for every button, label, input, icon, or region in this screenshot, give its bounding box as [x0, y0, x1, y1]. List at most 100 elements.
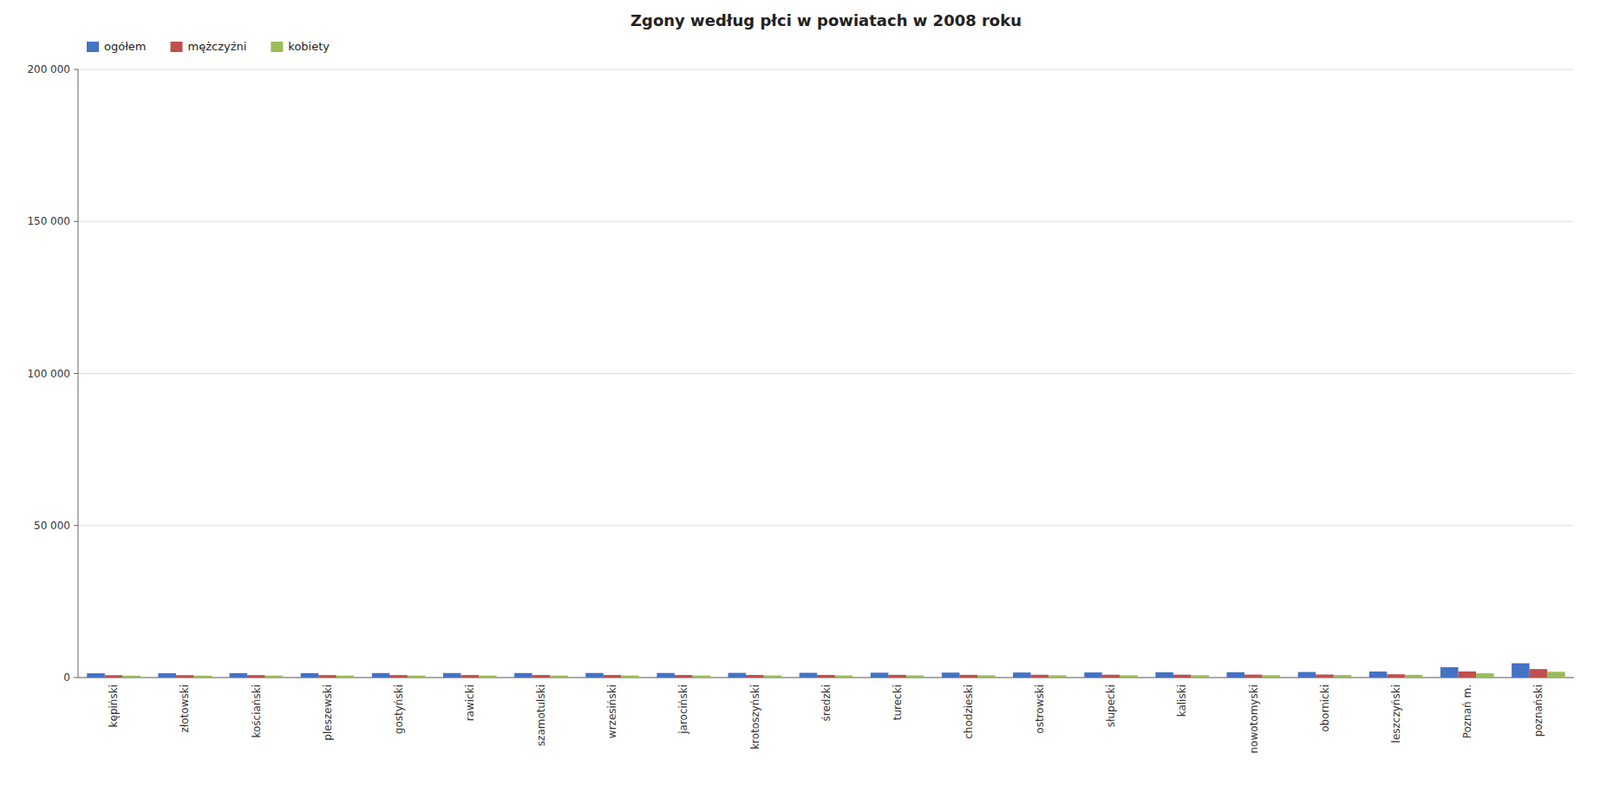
bar — [443, 672, 462, 678]
bar — [745, 674, 765, 678]
bar — [1547, 671, 1566, 678]
tick-mark — [73, 524, 79, 526]
tick-label: gostyński — [392, 684, 405, 734]
tick-label: chodzieski — [962, 684, 975, 739]
bar — [193, 675, 212, 678]
bar — [960, 674, 979, 678]
bar — [247, 674, 266, 678]
bar — [674, 674, 693, 678]
grid-line — [78, 221, 1574, 223]
tick-label: szamotulski — [535, 684, 548, 746]
bar — [977, 674, 996, 678]
tick-label: Poznań m. — [1461, 684, 1474, 738]
legend-swatch — [170, 41, 183, 53]
tick-mark — [73, 677, 79, 679]
tick-label: nowotomyski — [1247, 684, 1261, 753]
legend-swatch — [86, 41, 99, 53]
tick-label: jarociński — [677, 684, 690, 735]
tick-label: 100 000 — [26, 367, 71, 380]
bar — [870, 672, 889, 678]
tick-label: poznański — [1532, 684, 1545, 737]
legend-label: kobiety — [287, 39, 330, 53]
x-axis: kępińskizłotowskikościańskipleszewskigos… — [107, 684, 1545, 753]
bar — [692, 675, 711, 678]
bar — [1031, 674, 1050, 678]
bar — [1404, 674, 1424, 678]
tick-label: obornicki — [1319, 684, 1332, 732]
grid-line — [78, 372, 1574, 374]
bar — [104, 674, 124, 678]
bar — [1155, 672, 1174, 678]
bar — [728, 672, 747, 678]
bar — [532, 674, 551, 678]
bar — [336, 675, 355, 678]
tick-label: kępiński — [107, 684, 120, 727]
axis-line — [78, 69, 79, 678]
bar — [1475, 672, 1495, 678]
tick-mark — [73, 221, 79, 223]
bar — [764, 675, 783, 678]
tick-label: 0 — [63, 671, 71, 684]
legend-label: mężczyźni — [188, 39, 248, 53]
tick-mark — [73, 69, 79, 71]
tick-label: krotoszyński — [749, 684, 762, 750]
bar — [372, 672, 391, 678]
grid-line — [78, 524, 1574, 526]
bar — [799, 672, 818, 678]
tick-label: 150 000 — [26, 215, 71, 228]
tick-label: 200 000 — [26, 63, 71, 76]
bar — [620, 675, 640, 678]
bar — [1227, 672, 1246, 678]
bar — [1298, 672, 1317, 678]
bar — [941, 672, 960, 678]
bar — [1333, 674, 1352, 678]
bar — [1173, 674, 1192, 678]
bar — [1102, 674, 1121, 678]
bar — [1244, 674, 1263, 678]
bar — [888, 674, 907, 678]
tick-label: kościański — [250, 684, 263, 738]
bar — [549, 675, 569, 678]
tick-label: złotowski — [178, 684, 191, 732]
bar — [1315, 673, 1334, 678]
legend: ogółem mężczyźni kobiety — [86, 39, 330, 53]
bars — [86, 663, 1565, 678]
bar — [1048, 674, 1067, 678]
bar — [407, 675, 426, 678]
bar — [1012, 672, 1032, 678]
bar — [318, 674, 337, 678]
bar — [461, 674, 480, 678]
bar — [656, 672, 675, 678]
bar — [1529, 668, 1548, 678]
tick-label: rawicki — [463, 684, 477, 721]
bar — [1511, 663, 1530, 678]
tick-label: turecki — [891, 684, 904, 720]
bar — [816, 674, 836, 678]
tick-mark — [73, 372, 79, 374]
bar — [1084, 672, 1103, 678]
tick-label: leszczyński — [1390, 684, 1403, 743]
bar — [603, 674, 622, 678]
bar — [585, 672, 604, 678]
bar — [478, 675, 497, 678]
legend-swatch — [270, 41, 283, 53]
bar — [906, 675, 925, 678]
legend-label: ogółem — [104, 39, 147, 53]
bar — [86, 672, 105, 678]
bar — [1440, 666, 1459, 678]
bar — [1190, 674, 1209, 678]
tick-label: średzki — [820, 684, 833, 722]
bar — [1458, 671, 1477, 678]
bar — [1119, 674, 1138, 678]
bar — [176, 674, 195, 678]
bar — [1369, 671, 1388, 678]
bar — [265, 675, 284, 678]
tick-label: 50 000 — [33, 519, 71, 532]
bar — [157, 672, 177, 678]
title: Zgony według płci w powiatach w 2008 rok… — [630, 11, 1022, 30]
bar — [514, 672, 533, 678]
chart: Zgony według płci w powiatach w 2008 rok… — [0, 0, 1600, 786]
y-axis: 0 50 000 100 000 150 000 200 000 — [26, 63, 1574, 684]
tick-label: wrzesiński — [606, 684, 619, 738]
bar — [1262, 674, 1281, 678]
